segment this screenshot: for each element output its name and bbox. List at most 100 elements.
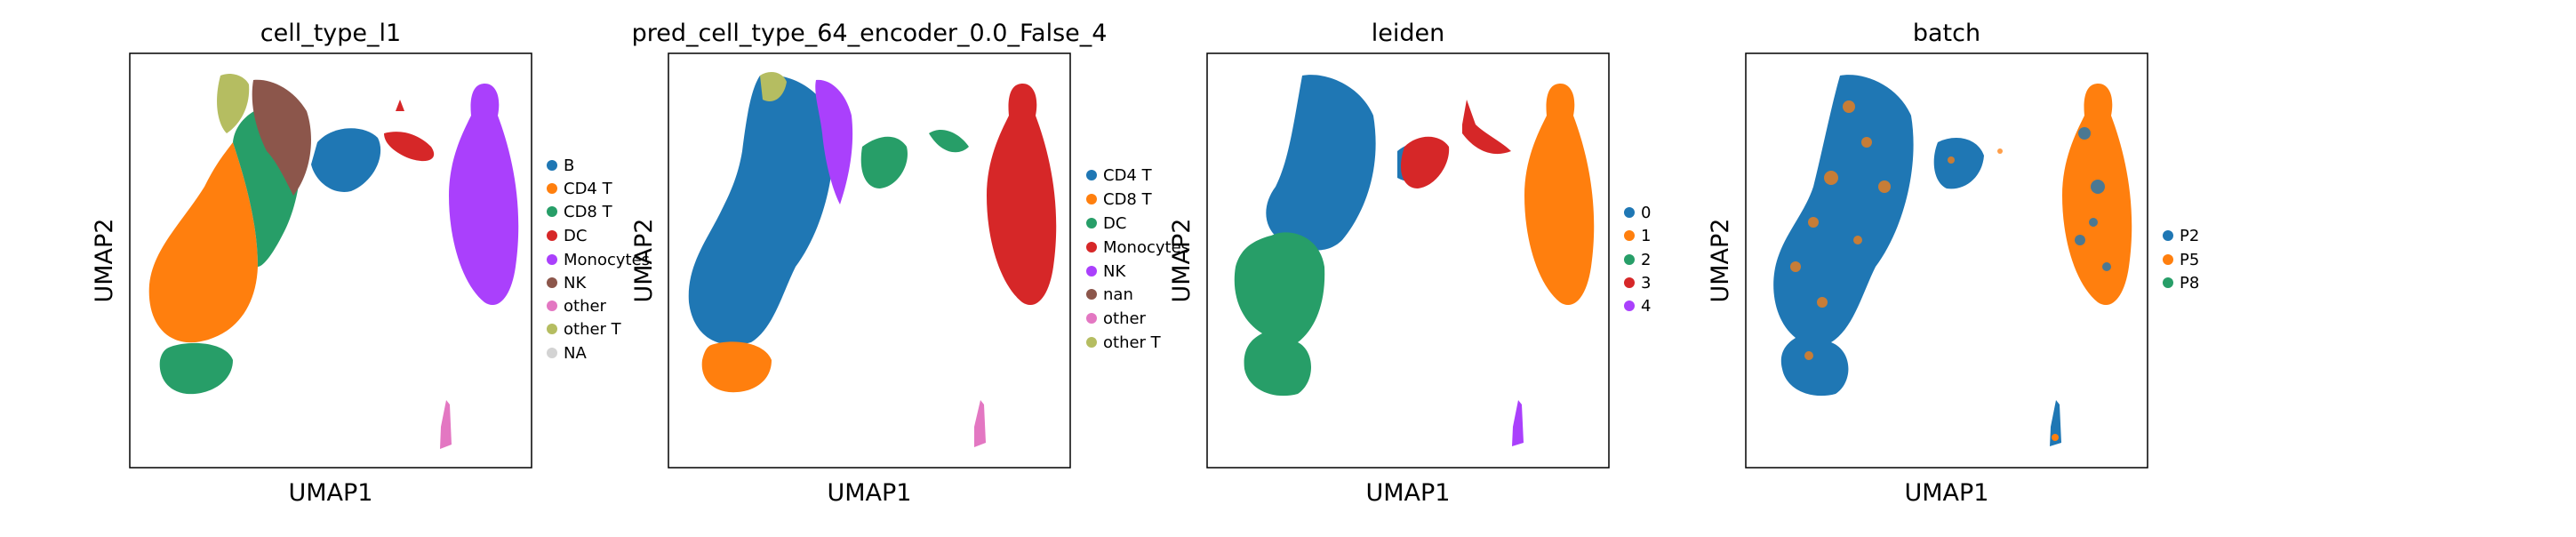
legend-item: CD8 T [547, 203, 613, 221]
axes-frame [1745, 52, 2148, 469]
cluster-p2 [1773, 75, 1984, 397]
cluster-dc [860, 129, 969, 188]
svg-text:nan: nan [1103, 285, 1133, 304]
scatter-points [148, 74, 519, 449]
legend: P2 P5 P8 [2163, 227, 2199, 293]
legend-item: P5 [2163, 251, 2199, 269]
cluster-monocytes [987, 84, 1057, 306]
legend: CD4 T CD8 T DC Monocytes NK nan other ot… [1086, 166, 1189, 352]
axes-frame [1206, 52, 1610, 469]
cluster-nk [252, 79, 311, 196]
scatter-points [1773, 75, 2132, 446]
cluster-cd8t [159, 104, 301, 395]
y-axis-label: UMAP2 [91, 219, 118, 303]
cluster-p5 [2062, 84, 2132, 306]
small-p5-dot [2052, 434, 2059, 441]
y-axis-label: UMAP2 [630, 219, 658, 303]
cluster-3 [1400, 100, 1511, 188]
legend-item: CD8 T [1086, 190, 1153, 209]
legend-item: 4 [1624, 297, 1651, 316]
panel-cell-type-l1: cell_type_l1 UMAP1 UMAP2 B CD4 T CD8 T D… [91, 20, 650, 507]
legend-item: nan [1086, 285, 1133, 304]
svg-text:CD4 T: CD4 T [564, 180, 613, 198]
axes-frame [129, 52, 532, 469]
svg-text:other T: other T [1103, 333, 1162, 352]
cluster-cd8t [701, 341, 772, 393]
svg-text:other: other [1103, 309, 1147, 328]
cluster-small [2050, 400, 2061, 446]
legend-item: other T [1086, 333, 1162, 352]
legend: B CD4 T CD8 T DC Monocytes NK other othe… [547, 156, 650, 363]
legend-item: other [547, 297, 607, 316]
cluster-monocytes [449, 84, 519, 306]
legend-item: NA [547, 344, 587, 363]
scatter-points [1234, 75, 1595, 446]
svg-text:other T: other T [564, 320, 622, 339]
panel-pred-cell-type: pred_cell_type_64_encoder_0.0_False_4 UM… [630, 20, 1189, 507]
svg-text:1: 1 [1641, 227, 1651, 245]
cluster-other [440, 400, 452, 449]
cluster-1 [1524, 84, 1595, 306]
legend-item: 3 [1624, 274, 1651, 293]
svg-text:Monocytes: Monocytes [564, 251, 650, 269]
cluster-2 [1234, 232, 1325, 397]
legend-item: B [547, 156, 574, 175]
panel-leiden: leiden UMAP1 UMAP2 0 1 2 3 4 [1168, 20, 1651, 507]
cluster-other [974, 400, 986, 447]
svg-text:CD8 T: CD8 T [564, 203, 613, 221]
cluster-b [311, 128, 381, 192]
svg-text:CD8 T: CD8 T [1103, 190, 1153, 209]
legend: 0 1 2 3 4 [1624, 204, 1651, 316]
cluster-dc [384, 100, 435, 162]
legend-item: P8 [2163, 274, 2199, 293]
x-axis-label: UMAP1 [1905, 479, 1989, 507]
x-axis-label: UMAP1 [828, 479, 912, 507]
svg-text:NK: NK [1103, 262, 1126, 281]
axes-frame [668, 52, 1071, 469]
svg-text:P5: P5 [2180, 251, 2199, 269]
cluster-other-t [760, 71, 787, 101]
legend-item: Monocytes [1086, 238, 1189, 257]
svg-text:2: 2 [1641, 251, 1651, 269]
legend-item: CD4 T [547, 180, 613, 198]
x-axis-label: UMAP1 [289, 479, 373, 507]
panel-batch: batch UMAP1 UMAP2 P2 P5 P8 [1707, 20, 2199, 507]
svg-text:DC: DC [564, 227, 587, 245]
svg-text:P8: P8 [2180, 274, 2199, 293]
legend-item: CD4 T [1086, 166, 1153, 185]
legend-item: other T [547, 320, 622, 339]
panel-title: batch [1913, 20, 1980, 47]
svg-text:3: 3 [1641, 274, 1651, 293]
cluster-cd4t [148, 142, 258, 343]
cluster-nk [815, 79, 853, 205]
cluster-0 [1266, 75, 1433, 251]
y-axis-label: UMAP2 [1168, 219, 1196, 303]
svg-text:NA: NA [564, 344, 587, 363]
svg-text:0: 0 [1641, 204, 1651, 222]
legend-item: Monocytes [547, 251, 650, 269]
svg-text:4: 4 [1641, 297, 1651, 316]
panel-title: pred_cell_type_64_encoder_0.0_False_4 [632, 20, 1108, 47]
svg-text:Monocytes: Monocytes [1103, 238, 1189, 257]
legend-item: 2 [1624, 251, 1651, 269]
batch-mix-speckle [2075, 127, 2111, 271]
cluster-cd4t [688, 75, 834, 345]
svg-text:NK: NK [564, 274, 587, 293]
legend-item: DC [547, 227, 587, 245]
batch-mix-speckle [1790, 100, 2003, 360]
cluster-4 [1512, 400, 1524, 446]
svg-text:P2: P2 [2180, 227, 2199, 245]
panel-title: cell_type_l1 [260, 20, 401, 47]
panel-title: leiden [1372, 20, 1444, 47]
legend-item: 0 [1624, 204, 1651, 222]
cluster-other-t [217, 74, 250, 133]
legend-item: NK [547, 274, 587, 293]
svg-text:other: other [564, 297, 607, 316]
legend-item: DC [1086, 214, 1126, 233]
y-axis-label: UMAP2 [1707, 219, 1734, 303]
svg-text:B: B [564, 156, 574, 175]
legend-item: NK [1086, 262, 1126, 281]
x-axis-label: UMAP1 [1366, 479, 1451, 507]
legend-item: P2 [2163, 227, 2199, 245]
